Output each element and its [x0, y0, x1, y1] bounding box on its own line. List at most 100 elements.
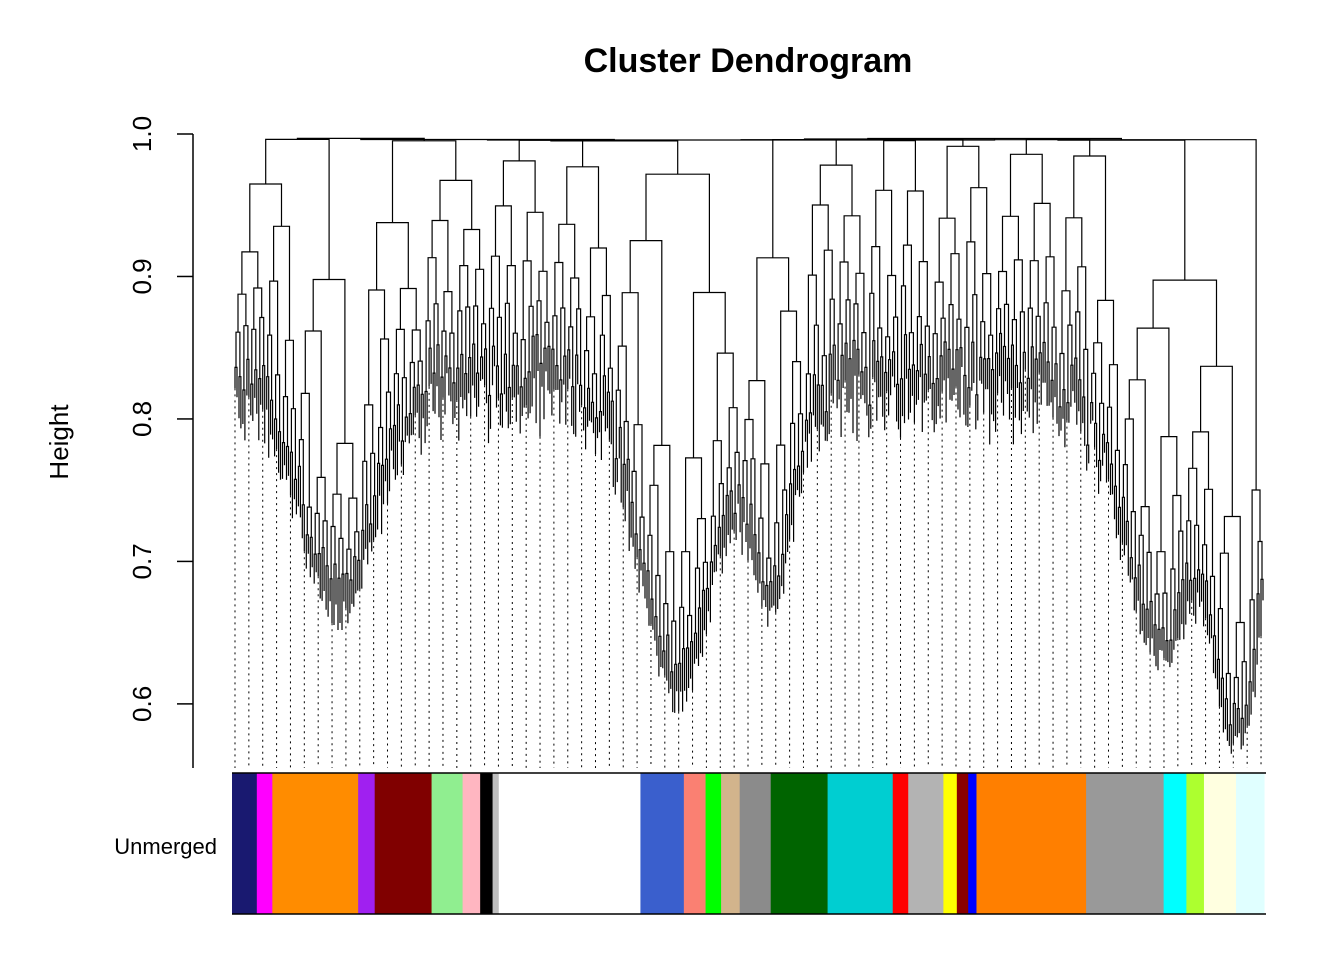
- module-color-segment: [943, 773, 958, 914]
- dendrogram-branch: [1086, 444, 1090, 471]
- dendrogram-branch: [579, 384, 583, 412]
- dendrogram-branch: [1129, 557, 1133, 583]
- dendrogram-branch: [864, 366, 868, 416]
- dendrogram-branch: [938, 217, 956, 283]
- dendrogram-branch: [1141, 603, 1145, 643]
- dendrogram-branch: [273, 225, 291, 341]
- dendrogram-branch: [725, 494, 729, 557]
- module-color-segment: [739, 773, 772, 914]
- dendrogram-branch: [246, 358, 250, 398]
- dendrogram-branch: [959, 347, 963, 418]
- dendrogram-branch: [753, 534, 757, 581]
- dendrogram-branch: [559, 379, 563, 424]
- dendrogram-branch: [242, 389, 246, 441]
- dendrogram-branch: [670, 671, 674, 713]
- dendrogram-branch: [807, 274, 817, 374]
- dendrogram-branch: [336, 442, 354, 499]
- dendrogram-branch: [888, 359, 892, 416]
- dendrogram-branch: [502, 160, 536, 213]
- dendrogram-branch: [293, 478, 297, 515]
- dendrogram-branch: [1065, 217, 1083, 291]
- dendrogram-branch: [1090, 402, 1094, 424]
- dendrogram-branch: [685, 457, 703, 552]
- dendrogram-branch: [709, 561, 713, 623]
- dendrogram-branch: [701, 589, 705, 657]
- dendrogram-branch: [551, 348, 555, 416]
- dendrogram-branch: [1154, 593, 1160, 630]
- dendrogram-branch: [1145, 608, 1149, 646]
- dendrogram-branch: [618, 426, 622, 503]
- dendrogram-branch: [456, 367, 460, 441]
- module-color-segment: [976, 773, 1087, 914]
- dendrogram-branch: [460, 353, 464, 409]
- dendrogram-tree: [234, 137, 1264, 768]
- module-color-segment: [705, 773, 722, 914]
- dendrogram-branch: [1137, 564, 1141, 635]
- dendrogram-branch: [1205, 580, 1209, 636]
- dendrogram-branch: [428, 347, 432, 387]
- dendrogram-branch: [766, 557, 772, 586]
- dendrogram-branch: [354, 531, 360, 561]
- dendrogram-branch: [765, 584, 769, 627]
- dendrogram-branch: [306, 506, 312, 538]
- dendrogram-branch: [812, 374, 816, 427]
- dendrogram-branch: [808, 412, 812, 462]
- dendrogram-branch: [476, 372, 480, 417]
- dendrogram-branch: [1177, 592, 1181, 640]
- dendrogram-branch: [325, 565, 329, 617]
- dendrogram-branch: [507, 386, 511, 429]
- dendrogram-branch: [769, 581, 773, 611]
- dendrogram-branch: [1212, 635, 1217, 679]
- dendrogram-branch: [932, 333, 938, 384]
- dendrogram-branch: [804, 419, 808, 468]
- dendrogram-branch: [662, 650, 666, 676]
- dendrogram-branch: [333, 563, 337, 625]
- dendrogram-branch: [789, 483, 793, 540]
- dendrogram-branch: [819, 164, 853, 216]
- dendrogram-branch: [250, 383, 254, 421]
- dendrogram-branch: [681, 551, 691, 616]
- module-color-segment: [683, 773, 707, 914]
- dendrogram-branch: [1216, 658, 1220, 707]
- dendrogram-branch: [927, 356, 931, 391]
- dendrogram-branch: [586, 316, 596, 374]
- dendrogram-branch: [1001, 215, 1019, 272]
- dendrogram-branch: [391, 140, 457, 223]
- module-color-segment: [770, 773, 829, 914]
- dendrogram-branch: [645, 173, 710, 293]
- dendrogram-branch: [610, 400, 614, 487]
- dendrogram-branch: [876, 360, 880, 421]
- dendrogram-branch: [906, 190, 924, 262]
- dendrogram-branch: [614, 458, 618, 495]
- dendrogram-branch: [284, 339, 294, 409]
- dendrogram-branch: [713, 544, 717, 573]
- module-color-segment: [908, 773, 944, 914]
- dendrogram-branch: [503, 353, 507, 412]
- dendrogram-branch: [539, 362, 543, 437]
- dendrogram-branch: [903, 334, 908, 424]
- dendrogram-branch: [487, 394, 492, 444]
- dendrogram-branch: [982, 273, 992, 336]
- dendrogram-branch: [856, 348, 860, 441]
- dendrogram-branch: [518, 139, 584, 167]
- dendrogram-branch: [844, 342, 848, 413]
- dendrogram-branch: [598, 411, 602, 460]
- dendrogram-branch: [373, 495, 377, 541]
- dendrogram-branch: [963, 374, 967, 426]
- dendrogram-branch: [983, 358, 987, 413]
- dendrogram-branch: [432, 372, 436, 414]
- dendrogram-branch: [314, 512, 320, 555]
- dendrogram-branch: [583, 407, 587, 450]
- dendrogram-branch: [535, 334, 539, 424]
- y-axis: 0.6 0.7 0.8 0.9 1.0: [127, 116, 194, 768]
- dendrogram-branch: [1232, 702, 1236, 744]
- y-tick-label: 1.0: [127, 116, 157, 152]
- dendrogram-branch: [1193, 577, 1197, 624]
- module-color-segment: [1163, 773, 1187, 914]
- dendrogram-branch: [951, 368, 955, 401]
- dendrogram-branch: [950, 253, 960, 320]
- dendrogram-branch: [1152, 279, 1218, 367]
- dendrogram-branch: [332, 493, 342, 539]
- module-color-segment: [431, 773, 464, 914]
- dendrogram-branch: [380, 338, 390, 428]
